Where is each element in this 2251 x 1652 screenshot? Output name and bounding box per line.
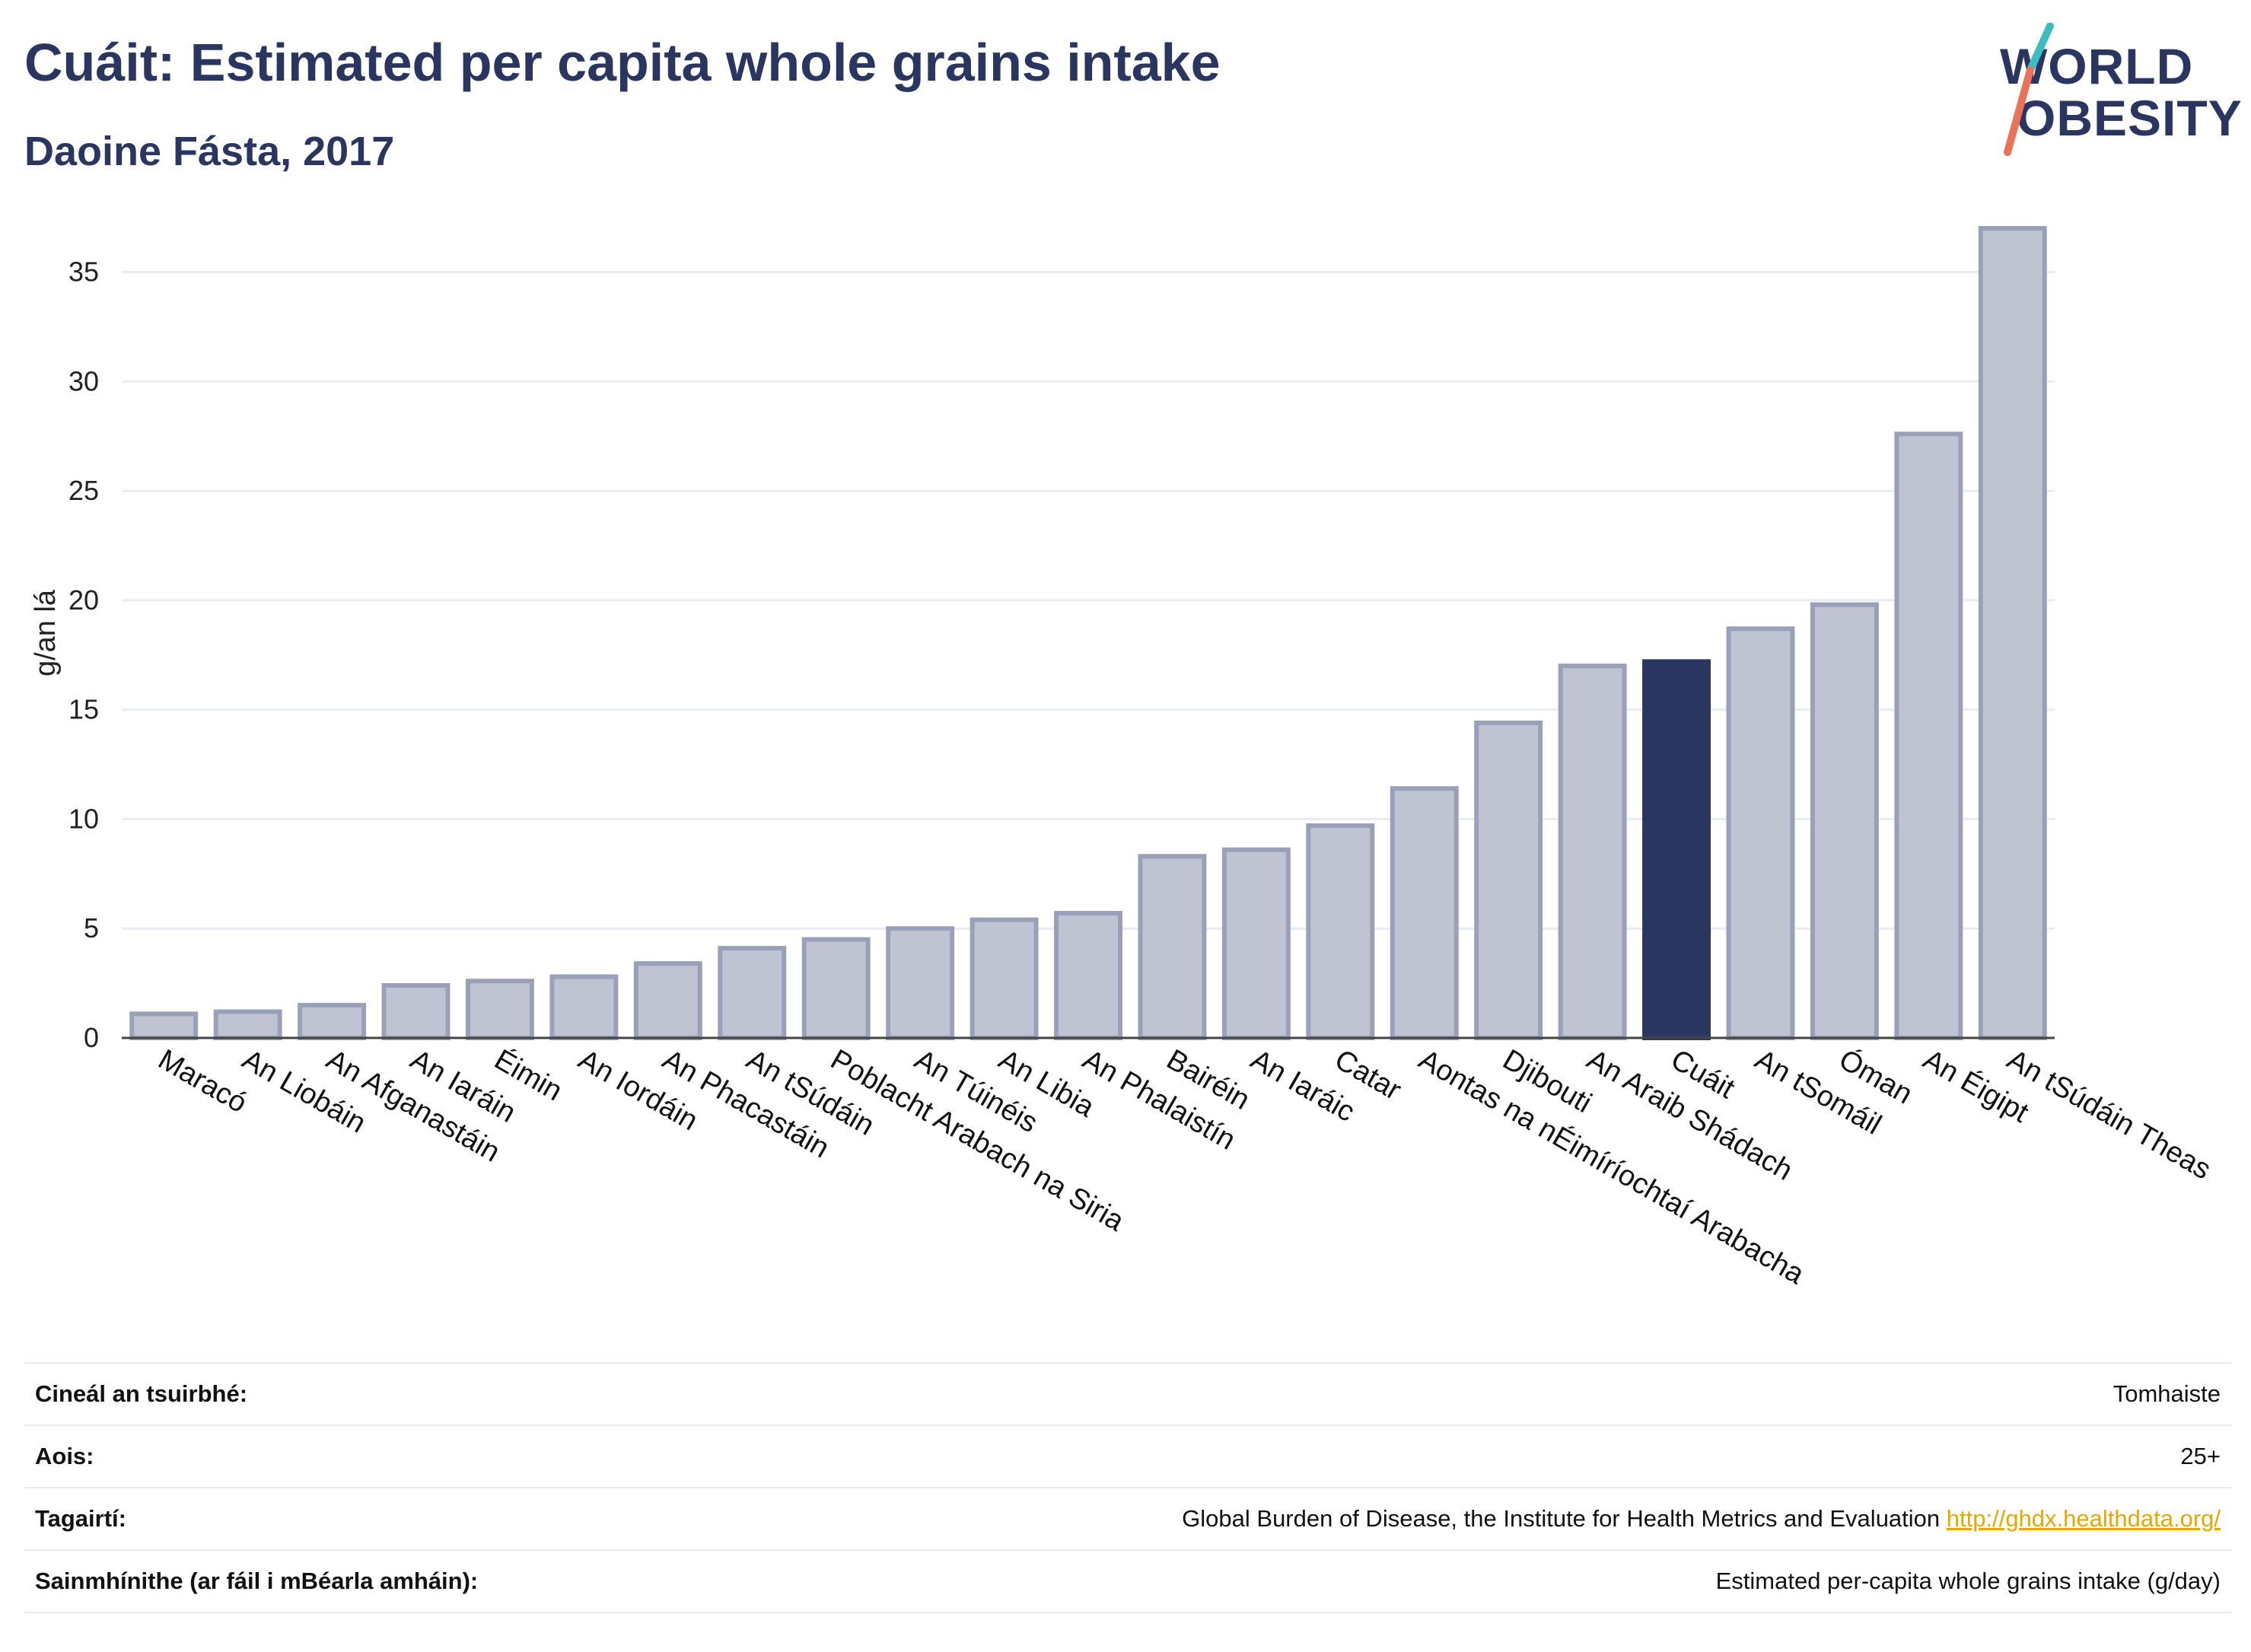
- y-tick-label: 10: [68, 803, 99, 834]
- bar[interactable]: [718, 946, 787, 1040]
- y-tick-label: 0: [84, 1022, 99, 1053]
- bar[interactable]: [1558, 664, 1627, 1040]
- info-row-definitions: Sainmhínithe (ar fáil i mBéarla amháin):…: [24, 1549, 2231, 1613]
- info-value: Estimated per-capita whole grains intake…: [696, 1549, 2231, 1613]
- y-tick-label: 35: [68, 256, 99, 288]
- y-tick-label: 30: [68, 365, 99, 396]
- y-tick-label: 25: [68, 475, 99, 506]
- bar[interactable]: [213, 1009, 282, 1041]
- y-tick-label: 5: [84, 912, 99, 944]
- bars: [129, 226, 2047, 1041]
- chart-title: Cuáit: Estimated per capita whole grains…: [24, 33, 1221, 92]
- info-row-age: Aois: 25+: [24, 1424, 2231, 1488]
- info-label: Tagairtí:: [24, 1487, 697, 1551]
- bar[interactable]: [1138, 854, 1207, 1041]
- bar[interactable]: [549, 974, 619, 1040]
- bar[interactable]: [298, 1002, 367, 1041]
- metadata-table: Cineál an tsuirbhé: Tomhaiste Aois: 25+ …: [24, 1362, 2231, 1613]
- bar[interactable]: [1894, 431, 1963, 1040]
- y-axis-ticks: 0 5 10 15 20 25 30 35: [68, 256, 99, 1053]
- bar-highlighted[interactable]: [1642, 659, 1711, 1040]
- x-tick-label: An tSúdáin Theas: [2001, 1043, 2216, 1186]
- y-axis-label: g/an lá: [30, 589, 62, 676]
- bar[interactable]: [1810, 602, 1879, 1040]
- bar[interactable]: [1306, 823, 1375, 1040]
- bar[interactable]: [886, 926, 955, 1040]
- reference-link[interactable]: http://ghdx.healthdata.org/: [1946, 1505, 2221, 1532]
- y-tick-label: 20: [68, 584, 99, 616]
- bar[interactable]: [381, 982, 451, 1040]
- info-row-references: Tagairtí: Global Burden of Disease, the …: [24, 1487, 2231, 1551]
- bar[interactable]: [465, 979, 534, 1040]
- bar[interactable]: [801, 937, 871, 1041]
- info-label: Aois:: [24, 1424, 697, 1488]
- bar[interactable]: [1726, 626, 1795, 1040]
- bar[interactable]: [633, 961, 702, 1041]
- info-value: 25+: [696, 1424, 2231, 1488]
- y-tick-label: 15: [68, 694, 99, 725]
- bar[interactable]: [1978, 226, 2047, 1040]
- bar[interactable]: [1221, 847, 1291, 1040]
- bar[interactable]: [129, 1011, 199, 1040]
- logo-line-2: OBESITY: [2017, 90, 2243, 146]
- reference-text: Global Burden of Disease, the Institute …: [1182, 1505, 1941, 1532]
- info-value-reference: Global Burden of Disease, the Institute …: [696, 1487, 2231, 1551]
- bar[interactable]: [1474, 720, 1543, 1040]
- info-label: Cineál an tsuirbhé:: [24, 1362, 697, 1426]
- chart-subtitle: Daoine Fásta, 2017: [24, 129, 395, 174]
- info-value: Tomhaiste: [696, 1362, 2231, 1426]
- info-row-survey-type: Cineál an tsuirbhé: Tomhaiste: [24, 1362, 2231, 1426]
- bar[interactable]: [1054, 911, 1122, 1040]
- world-obesity-slash-icon: [2004, 23, 2054, 156]
- bar[interactable]: [1390, 786, 1459, 1040]
- info-label: Sainmhínithe (ar fáil i mBéarla amháin):: [24, 1549, 697, 1613]
- bar[interactable]: [969, 917, 1039, 1040]
- x-tick-label: Maracó: [153, 1043, 253, 1119]
